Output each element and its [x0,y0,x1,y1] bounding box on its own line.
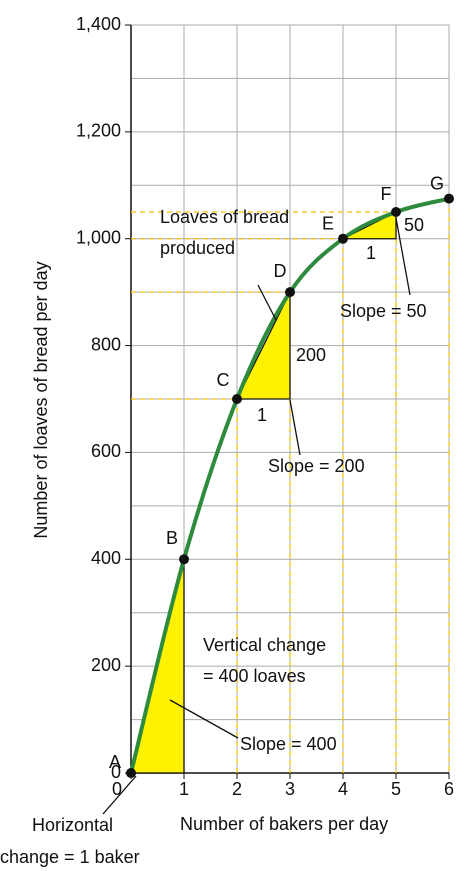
annotation: 1 [257,405,267,425]
x-tick-label: 0 [112,779,122,799]
x-tick-label: 3 [285,779,295,799]
leader-line [169,699,239,739]
point-label: A [109,752,121,772]
curve [129,196,450,774]
x-tick-label: 4 [338,779,348,799]
annotation: 200 [296,345,326,365]
data-point [444,193,454,204]
data-point [338,233,348,244]
x-tick-label: 2 [232,779,242,799]
y-tick-label: 0 [111,762,121,782]
leader-line [102,775,137,815]
annotation: change = 1 baker [0,847,140,867]
annotation: Slope = 200 [268,456,365,476]
data-point [285,287,295,298]
x-tick-label: 5 [391,779,401,799]
x-axis-label: Number of bakers per day [180,814,388,834]
data-point [179,554,189,565]
annotation: 1 [366,243,376,263]
point-label: G [430,173,444,193]
y-tick-label: 200 [91,655,121,675]
leader-line [289,399,301,456]
y-tick-label: 1,400 [76,14,121,34]
y-tick-label: 600 [91,441,121,461]
y-tick-label: 1,200 [76,121,121,141]
annotation: = 400 loaves [203,666,306,686]
x-tick-label: 6 [444,779,454,799]
y-axis-label: Number of loaves of bread per day [31,261,51,538]
annotation: Loaves of bread [160,207,289,227]
annotation: 50 [404,215,424,235]
annotation: Horizontal [32,815,113,835]
leader-line [395,217,411,296]
data-point [126,768,136,778]
annotation: produced [160,238,235,258]
point-label: C [217,370,230,390]
slope-triangle [235,291,291,400]
leader-line [257,284,277,321]
annotation: Slope = 400 [240,734,337,754]
annotation: Slope = 50 [340,301,427,321]
point-label: F [381,184,392,204]
point-label: B [166,528,178,548]
annotation: Vertical change [203,635,326,655]
x-tick-label: 1 [179,779,189,799]
y-tick-label: 1,000 [76,227,121,247]
y-tick-label: 400 [91,548,121,568]
point-label: E [322,213,334,233]
point-label: D [274,261,287,281]
data-point [391,207,401,217]
y-tick-label: 800 [91,334,121,354]
data-point [232,394,242,404]
